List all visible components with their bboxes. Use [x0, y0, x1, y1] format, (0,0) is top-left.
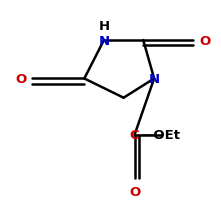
Text: N: N — [98, 34, 110, 47]
Text: O: O — [15, 73, 27, 85]
Text: H: H — [98, 20, 110, 33]
Text: C: C — [130, 129, 139, 142]
Text: —OEt: —OEt — [140, 129, 180, 142]
Text: N: N — [149, 73, 160, 85]
Text: O: O — [199, 34, 210, 47]
Text: O: O — [129, 185, 140, 198]
